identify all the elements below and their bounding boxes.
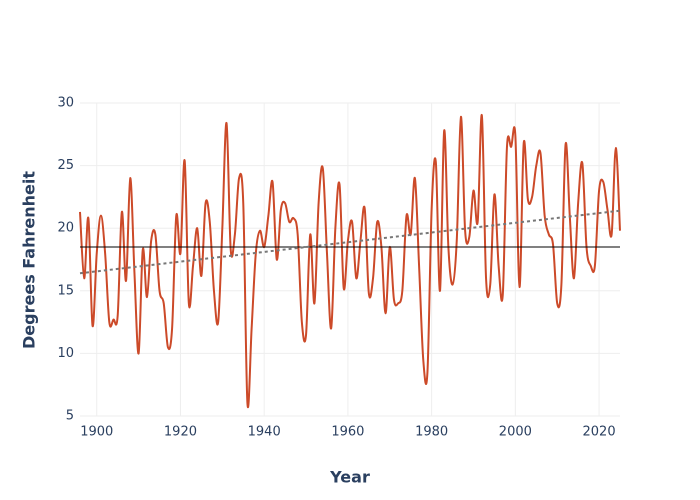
x-tick-label: 1960 <box>331 425 364 440</box>
y-tick-label: 25 <box>57 158 74 173</box>
x-tick-label: 1900 <box>80 425 113 440</box>
line <box>79 209 621 275</box>
x-tick-label: 1980 <box>415 425 448 440</box>
y-tick-label: 20 <box>57 221 74 236</box>
line <box>79 114 621 408</box>
y-tick-label: 10 <box>57 346 74 361</box>
x-tick-label: 1920 <box>164 425 197 440</box>
y-tick-label: 30 <box>57 96 74 111</box>
x-tick-label: 2020 <box>583 425 616 440</box>
x-axis-title: Year <box>329 468 370 487</box>
x-tick-label: 2000 <box>499 425 532 440</box>
y-tick-label: 15 <box>57 283 74 298</box>
y-axis-title: Degrees Fahrenheit <box>20 171 39 349</box>
y-tick-label: 5 <box>66 409 74 424</box>
x-tick-label: 1940 <box>248 425 281 440</box>
